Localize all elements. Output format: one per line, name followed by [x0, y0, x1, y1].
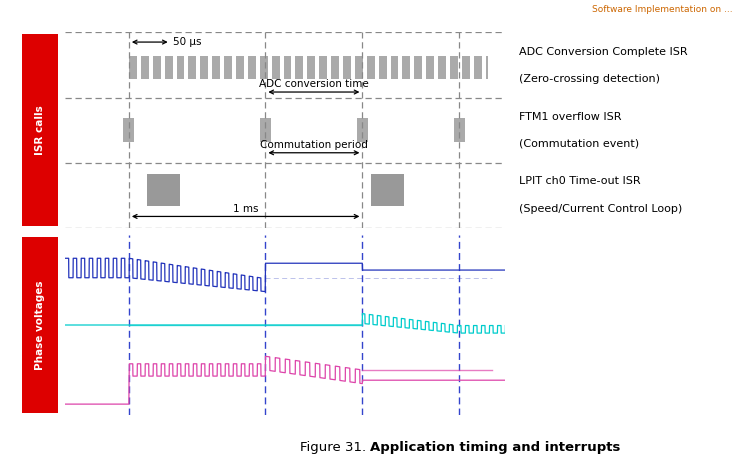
Text: FTM1 overflow ISR: FTM1 overflow ISR	[519, 112, 622, 122]
Bar	[379, 56, 386, 79]
Bar	[283, 56, 292, 79]
Bar	[307, 56, 315, 79]
Bar	[272, 56, 280, 79]
Bar	[260, 118, 271, 142]
Bar	[164, 56, 172, 79]
Bar	[485, 56, 488, 79]
Text: ISR calls: ISR calls	[35, 106, 45, 155]
Bar	[355, 56, 363, 79]
Bar	[177, 56, 184, 79]
Text: Figure 31.: Figure 31.	[300, 441, 370, 454]
Bar	[414, 56, 423, 79]
Bar	[438, 56, 446, 79]
Bar	[343, 56, 351, 79]
Bar	[295, 56, 303, 79]
Text: ADC conversion time: ADC conversion time	[259, 79, 369, 89]
Bar	[152, 56, 161, 79]
Text: 1 ms: 1 ms	[233, 203, 258, 213]
Text: LPIT ch0 Time-out ISR: LPIT ch0 Time-out ISR	[519, 176, 640, 186]
Text: Commutation period: Commutation period	[260, 140, 368, 150]
Bar	[367, 56, 374, 79]
Text: 50 μs: 50 μs	[172, 37, 201, 47]
Bar	[260, 56, 268, 79]
Bar	[450, 56, 458, 79]
Text: (Commutation event): (Commutation event)	[519, 139, 639, 149]
Bar	[357, 118, 368, 142]
Text: Phase voltages: Phase voltages	[35, 280, 45, 370]
Bar	[371, 174, 404, 206]
Bar	[319, 56, 327, 79]
Bar	[201, 56, 208, 79]
Bar	[189, 56, 196, 79]
Bar	[212, 56, 220, 79]
Text: (Zero-crossing detection): (Zero-crossing detection)	[519, 74, 660, 84]
Bar	[331, 56, 339, 79]
Bar	[141, 56, 149, 79]
Bar	[147, 174, 180, 206]
Text: ADC Conversion Complete ISR: ADC Conversion Complete ISR	[519, 47, 687, 57]
Bar	[124, 118, 135, 142]
Text: Application timing and interrupts: Application timing and interrupts	[370, 441, 620, 454]
Bar	[129, 56, 137, 79]
Bar	[474, 56, 482, 79]
Bar	[248, 56, 256, 79]
Bar	[224, 56, 232, 79]
Bar	[462, 56, 470, 79]
Bar	[22, 237, 58, 413]
Bar	[236, 56, 244, 79]
Text: Software Implementation on ...: Software Implementation on ...	[592, 5, 733, 14]
Bar	[391, 56, 398, 79]
Bar	[454, 118, 465, 142]
Bar	[22, 34, 58, 226]
Bar	[403, 56, 410, 79]
Text: (Speed/Current Control Loop): (Speed/Current Control Loop)	[519, 204, 682, 213]
Bar	[426, 56, 434, 79]
